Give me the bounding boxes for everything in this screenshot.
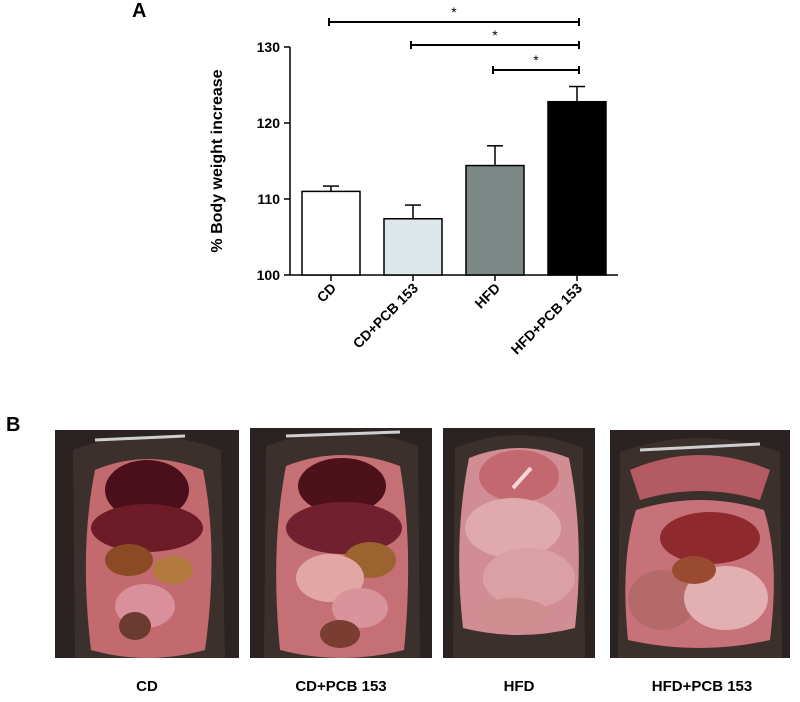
y-tick-label: 130 — [257, 39, 281, 55]
body-weight-bar-chart: 100 110 120 130 % Body weight increase CD CD+P… — [209, 4, 618, 358]
significance-star: * — [492, 27, 498, 43]
y-tick-label: 100 — [257, 267, 281, 283]
bar-2 — [465, 164, 525, 276]
photo-hfd-pcb153 — [610, 430, 790, 658]
photo-cd — [55, 430, 239, 658]
panel-b-label: B — [6, 414, 21, 436]
bar-3 — [547, 100, 607, 276]
photo-hfd — [443, 428, 595, 658]
x-tick-label: HFD — [471, 280, 503, 312]
y-tick-label: 110 — [257, 191, 280, 207]
photo-caption-cd-pcb153: CD+PCB 153 — [295, 678, 387, 695]
photo-caption-cd: CD — [136, 678, 158, 695]
significance-star: * — [533, 52, 539, 68]
x-tick-label: CD+PCB 153 — [350, 280, 422, 352]
photo-caption-hfd-pcb153: HFD+PCB 153 — [651, 678, 753, 695]
panel-a-label: A — [132, 0, 147, 22]
photo-cd-pcb153 — [250, 428, 432, 658]
bar-1 — [383, 218, 443, 276]
y-axis-title: % Body weight increase — [209, 69, 226, 252]
x-tick-label: CD — [313, 280, 339, 306]
bar-0 — [301, 190, 361, 276]
x-tick-label: HFD+PCB 153 — [508, 280, 586, 358]
significance-star: * — [451, 4, 457, 20]
photo-caption-hfd: HFD — [503, 678, 535, 695]
y-tick-label: 120 — [257, 115, 281, 131]
